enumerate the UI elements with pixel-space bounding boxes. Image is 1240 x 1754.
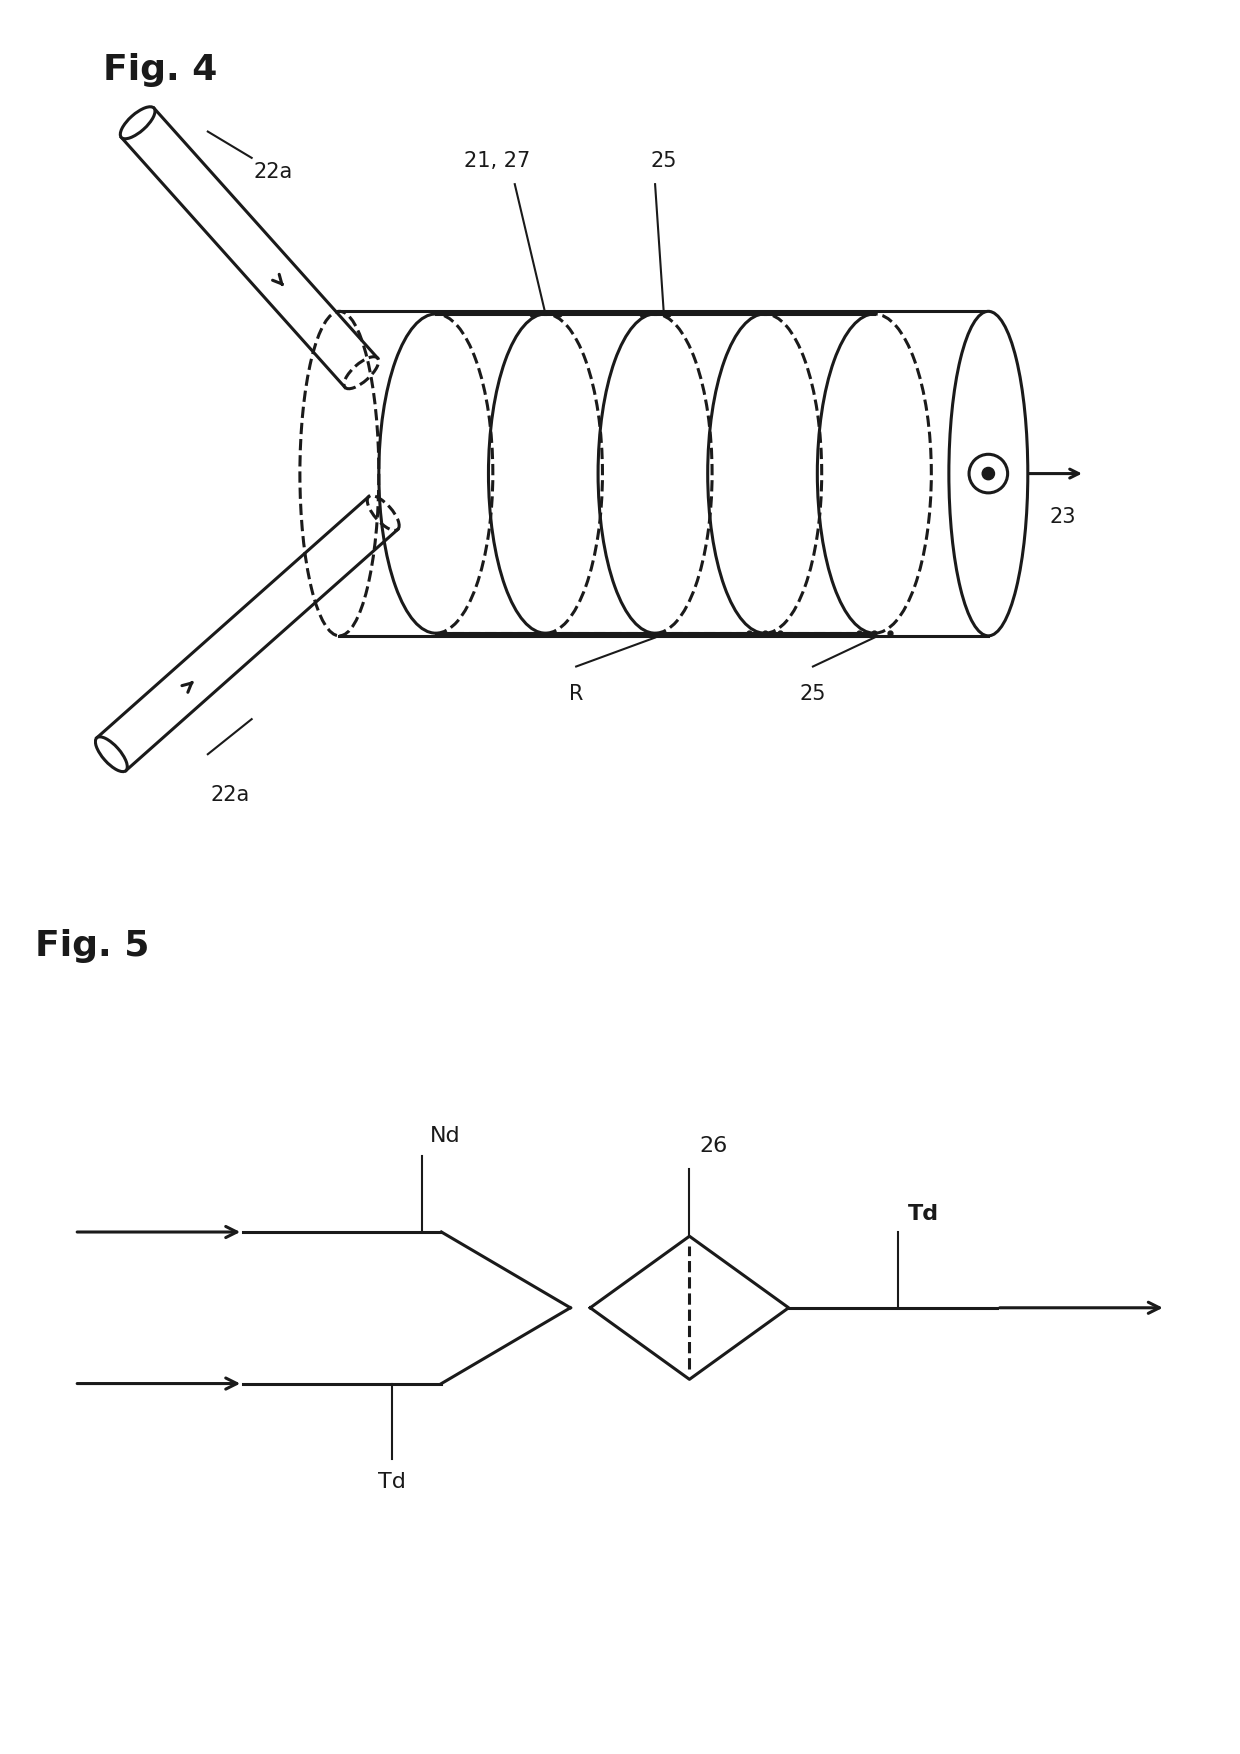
Text: 22a: 22a (210, 786, 249, 805)
Ellipse shape (949, 310, 1028, 637)
Ellipse shape (95, 737, 128, 772)
Text: 26: 26 (699, 1137, 728, 1156)
Text: 25: 25 (800, 684, 826, 703)
Circle shape (982, 467, 994, 479)
Text: Fig. 5: Fig. 5 (35, 930, 149, 963)
Text: R: R (569, 684, 583, 703)
Text: 25: 25 (651, 151, 677, 170)
Text: 21, 27: 21, 27 (464, 151, 531, 170)
Text: Fig. 4: Fig. 4 (103, 53, 217, 86)
Text: Td: Td (378, 1472, 405, 1493)
Text: 23: 23 (1050, 507, 1076, 528)
Ellipse shape (120, 107, 155, 139)
Text: Td: Td (908, 1203, 939, 1224)
Text: 22a: 22a (253, 161, 293, 182)
Text: Nd: Nd (429, 1126, 460, 1145)
